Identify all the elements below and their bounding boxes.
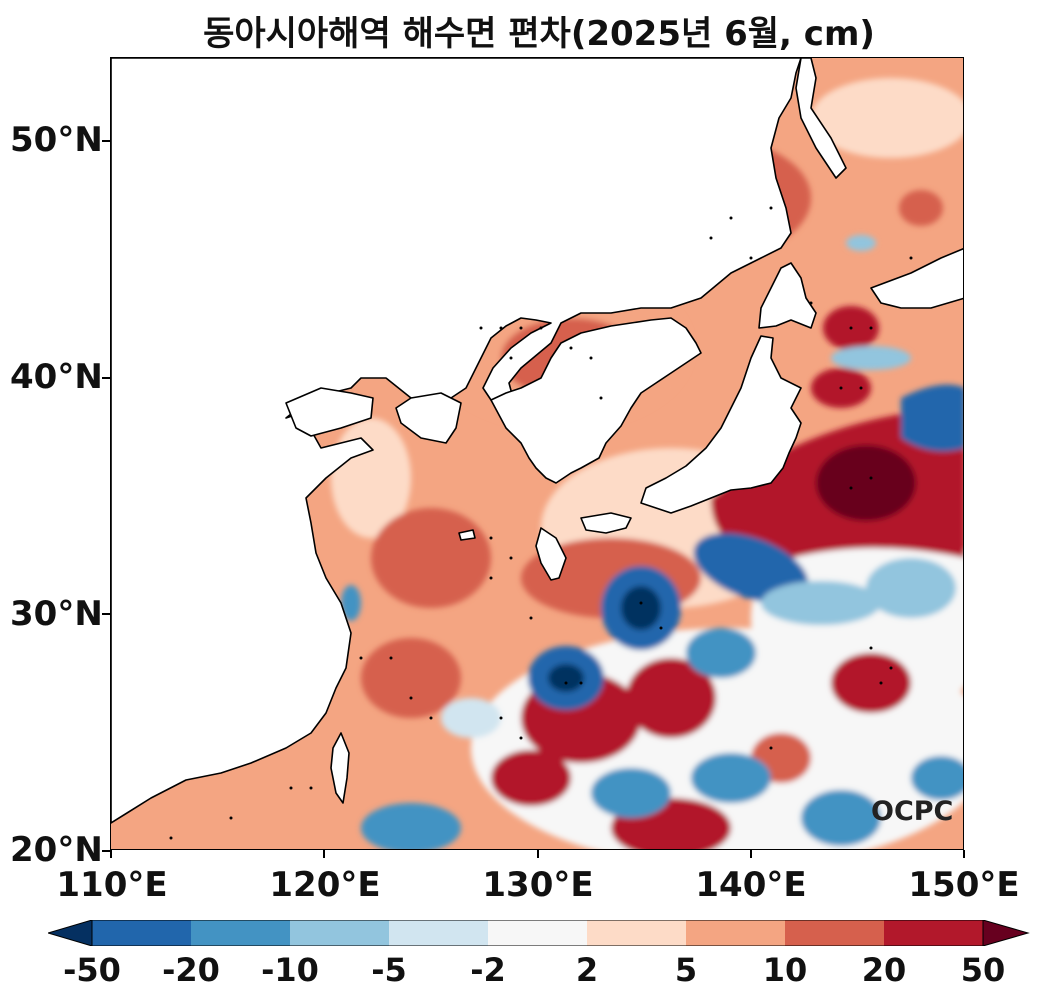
colorbar-segment (686, 920, 785, 946)
lat-label-30: 30°N (10, 594, 103, 634)
lat-tick (102, 613, 110, 615)
asian-continent (111, 58, 802, 824)
anomaly-blue-region (691, 753, 771, 803)
colorbar-min-arrow (48, 920, 93, 946)
jeju-island (458, 529, 476, 541)
lat-tick (102, 140, 110, 142)
colorbar-segment (191, 920, 290, 946)
anomaly-blue-region (693, 533, 809, 603)
lat-label-20: 20°N (10, 830, 103, 870)
taiwan (330, 732, 350, 804)
anomaly-blue-region (591, 768, 671, 818)
ocpc-logo: OCPC (871, 796, 954, 827)
map-title: 동아시아해역 해수면 편차(2025년 6월, cm) (203, 14, 875, 54)
anomaly-blue-region (801, 790, 881, 846)
japan-shikoku (580, 512, 632, 534)
lon-tick (323, 850, 325, 858)
colorbar-label: 50 (960, 951, 1006, 989)
colorbar-segment (587, 920, 686, 946)
anomaly-blue-region (441, 698, 501, 738)
colorbar-label: 10 (762, 951, 808, 989)
lon-label-150: 150°E (908, 865, 1020, 905)
anomaly-core-low (621, 586, 661, 630)
lat-tick (102, 850, 110, 852)
lat-label-50: 50°N (10, 120, 103, 160)
sea-level-anomaly-map: OCPC (110, 57, 964, 850)
lat-label-40: 40°N (10, 357, 103, 397)
lon-tick (537, 850, 539, 858)
lon-label-130: 130°E (482, 865, 594, 905)
anomaly-blue-region (686, 628, 756, 678)
anomaly-marginal-sea (811, 78, 963, 158)
lat-tick (102, 377, 110, 379)
colorbar-segment (884, 920, 983, 946)
anomaly-marginal-sea (371, 508, 491, 608)
colorbar-segment (488, 920, 587, 946)
anomaly-core-low (548, 664, 584, 692)
japan-honshu (640, 335, 802, 514)
anomaly-blue-region (846, 235, 876, 251)
map-svg (111, 58, 963, 849)
colorbar-label: -10 (261, 951, 319, 989)
colorbar-label: -20 (162, 951, 220, 989)
lon-label-110: 110°E (56, 865, 168, 905)
japan-hokkaido (758, 262, 817, 329)
shandong-peninsula (395, 392, 462, 444)
lon-tick (963, 850, 965, 858)
anomaly-blue-region (866, 558, 956, 618)
anomaly-blue-region (361, 803, 461, 849)
colorbar-label: -50 (63, 951, 121, 989)
lon-tick (750, 850, 752, 858)
colorbar-label: 2 (575, 951, 599, 989)
lon-tick (110, 850, 112, 858)
anomaly-blue-region (901, 384, 963, 452)
anomaly-red-region (899, 190, 943, 226)
lon-label-140: 140°E (695, 865, 807, 905)
colorbar-segment (785, 920, 884, 946)
colorbar-outline (91, 920, 984, 946)
anomaly-marginal-sea (361, 638, 461, 718)
colorbar-segment (389, 920, 488, 946)
colorbar-segment (92, 920, 191, 946)
anomaly-blue-region (341, 585, 361, 621)
colorbar (48, 920, 1030, 946)
land (111, 58, 963, 824)
anomaly-blue-region (761, 581, 881, 625)
colorbar-label: 20 (861, 951, 907, 989)
anomaly-blue-region (911, 756, 963, 800)
colorbar-label: 5 (674, 951, 698, 989)
colorbar-label: -2 (470, 951, 506, 989)
anomaly-core-high (816, 445, 916, 521)
anomaly-red-region (831, 653, 911, 713)
colorbar-max-arrow (982, 920, 1030, 946)
sakhalin (795, 58, 847, 179)
significance-dots (169, 206, 913, 840)
colorbar-segment (290, 920, 389, 946)
japan-kyushu (535, 527, 567, 581)
lon-label-120: 120°E (269, 865, 381, 905)
anomaly-red-region (491, 750, 571, 806)
anomaly-red-region (626, 658, 716, 738)
colorbar-label: -5 (371, 951, 407, 989)
anomaly-blue-region (831, 346, 911, 370)
liaodong-region (285, 387, 374, 437)
kuril-land (870, 247, 963, 309)
korean-peninsula (490, 317, 702, 484)
